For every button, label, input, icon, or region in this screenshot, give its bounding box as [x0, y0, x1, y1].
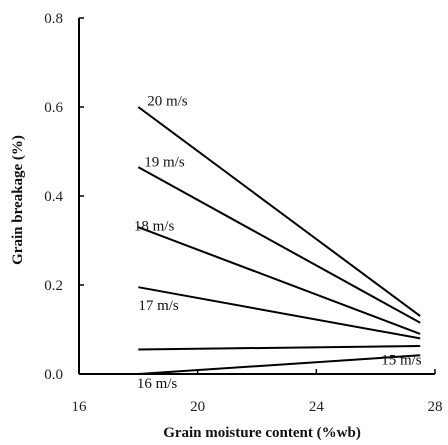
x-tick-label: 20	[190, 399, 205, 415]
y-tick-label: 0.2	[44, 278, 63, 294]
series-label: 17 m/s	[138, 298, 179, 314]
series-label: 20 m/s	[147, 93, 188, 109]
series-label: 15 m/s	[381, 353, 422, 369]
x-tick-label: 16	[72, 399, 88, 415]
y-tick-label: 0.6	[44, 100, 63, 116]
x-tick-label: 28	[428, 399, 443, 415]
series-label: 19 m/s	[144, 154, 185, 170]
y-tick-label: 0.0	[44, 367, 63, 383]
series-line-15-m-s	[138, 354, 421, 375]
series-line-18-m-s	[137, 226, 421, 335]
y-ticks: 0.0 0.2 0.4 0.6 0.8	[44, 11, 84, 383]
y-tick-label: 0.4	[44, 189, 63, 205]
y-axis-title: Grain breakage (%)	[10, 135, 26, 265]
series-lines	[137, 106, 421, 375]
series-labels: 20 m/s 19 m/s 18 m/s 17 m/s 16 m/s 15 m/s	[134, 93, 422, 392]
x-tick-label: 24	[309, 399, 325, 415]
series-label: 18 m/s	[134, 218, 175, 234]
series-label: 16 m/s	[137, 376, 178, 392]
series-line-19-m-s	[137, 166, 421, 324]
y-tick-label: 0.8	[44, 11, 63, 27]
x-axis-title: Grain moisture content (%wb)	[163, 425, 361, 441]
x-ticks: 16 20 24 28	[72, 369, 443, 415]
series-line-16-m-s	[138, 345, 421, 351]
series-line-17-m-s	[138, 286, 421, 340]
series-line-20-m-s	[137, 106, 421, 317]
